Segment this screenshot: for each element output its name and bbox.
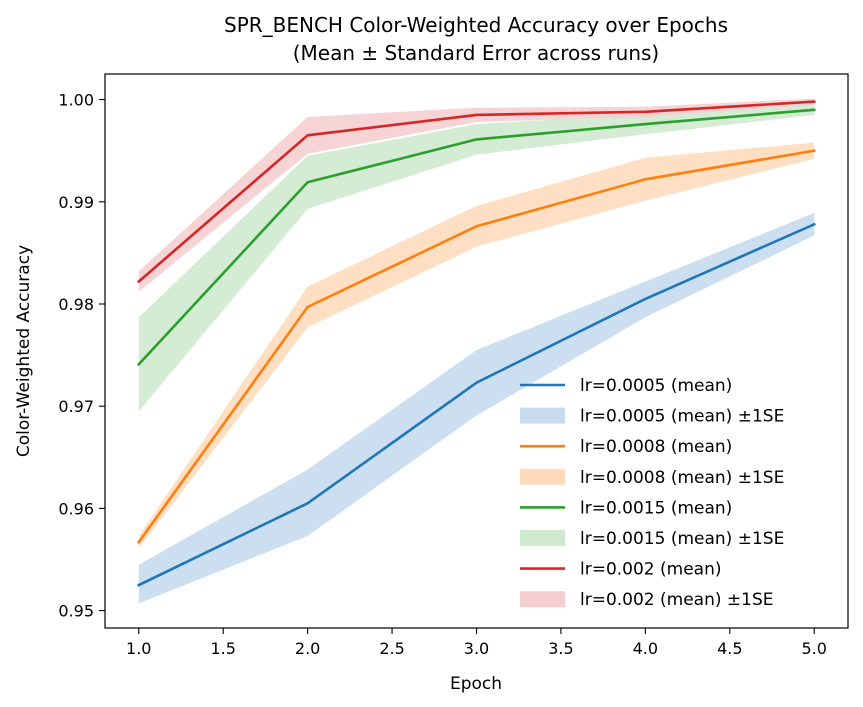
legend-label-lr-0-0008-mean-1se: lr=0.0008 (mean) ±1SE: [580, 468, 784, 488]
legend-swatch-lr-0-0005-mean-1se: [520, 407, 565, 424]
error-bands: [138, 98, 815, 604]
legend-label-lr-0-002-mean-1se: lr=0.002 (mean) ±1SE: [580, 590, 774, 610]
x-tick-label: 1.0: [126, 639, 151, 658]
y-tick-label: 0.98: [58, 295, 94, 314]
y-tick-label: 0.97: [58, 397, 94, 416]
series-line-lr-0-002: [136, 100, 816, 284]
x-tick-label: 5.0: [802, 639, 827, 658]
y-tick-label: 0.96: [58, 499, 94, 518]
x-tick-label: 1.5: [210, 639, 235, 658]
x-tick-label: 3.5: [548, 639, 573, 658]
legend-label-lr-0-0008-mean: lr=0.0008 (mean): [580, 437, 732, 457]
x-tick-label: 4.0: [633, 639, 658, 658]
x-tick-label: 2.5: [379, 639, 404, 658]
legend-swatch-lr-0-0008-mean-1se: [520, 468, 565, 485]
chart-subtitle: (Mean ± Standard Error across runs): [293, 41, 659, 65]
series-line-lr-0-0015: [136, 108, 816, 367]
x-axis-ticks: 1.0 1.5 2.0 2.5 3.0 3.5 4.0 4.5 5.0: [126, 628, 827, 658]
y-tick-label: 1.00: [58, 91, 94, 110]
error-band-lr-0-002: [138, 98, 815, 292]
series-line-lr-0-0005: [137, 222, 816, 587]
error-band-lr-0-0005: [138, 213, 815, 604]
legend-label-lr-0-002-mean: lr=0.002 (mean): [580, 560, 722, 580]
x-tick-label: 2.0: [295, 639, 320, 658]
legend-label-lr-0-0005-mean: lr=0.0005 (mean): [580, 376, 732, 396]
chart-title: SPR_BENCH Color-Weighted Accuracy over E…: [224, 13, 728, 37]
legend-swatch-lr-0-002-mean-1se: [520, 591, 565, 608]
legend-label-lr-0-0015-mean-1se: lr=0.0015 (mean) ±1SE: [580, 529, 784, 549]
mean-lines: [136, 100, 816, 587]
y-axis-label: Color-Weighted Accuracy: [14, 245, 34, 457]
y-axis-ticks: 0.95 0.96 0.97 0.98 0.99 1.00: [58, 91, 105, 621]
legend-swatch-lr-0-0015-mean-1se: [520, 530, 565, 546]
y-tick-label: 0.99: [58, 193, 94, 212]
legend-label-lr-0-0005-mean-1se: lr=0.0005 (mean) ±1SE: [580, 407, 784, 427]
error-band-lr-0-0008: [138, 142, 815, 549]
series-line-lr-0-0008: [136, 149, 816, 544]
y-tick-label: 0.95: [58, 602, 94, 621]
x-tick-label: 3.0: [464, 639, 489, 658]
legend-label-lr-0-0015-mean: lr=0.0015 (mean): [580, 498, 732, 518]
x-tick-label: 4.5: [717, 639, 742, 658]
x-axis-label: Epoch: [450, 674, 502, 694]
legend: lr=0.0005 (mean) lr=0.0005 (mean) ±1SE lr=…: [520, 376, 784, 610]
